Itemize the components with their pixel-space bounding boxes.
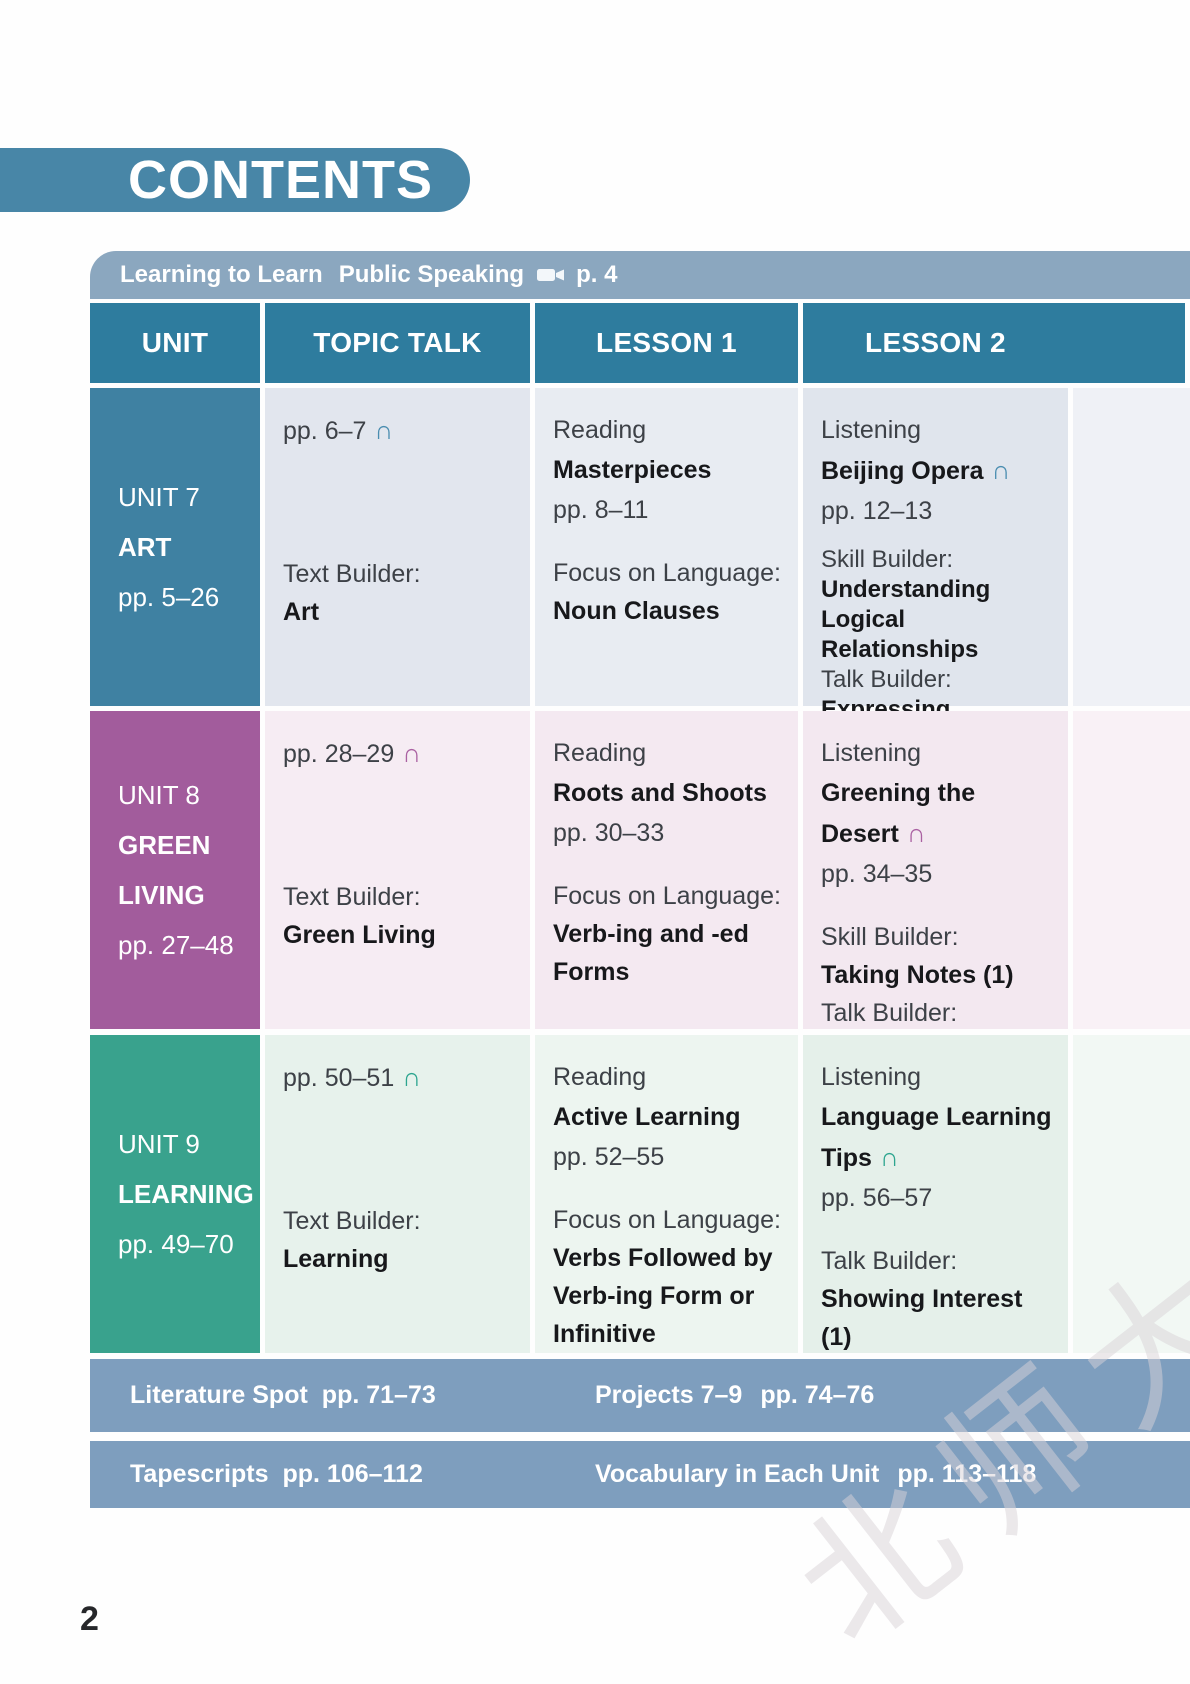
tapescripts-vocabulary-bar: Tapescripts pp. 106–112 Vocabulary in Eac… [90, 1441, 1190, 1508]
topic-pages: pp. 28–29 ∩ [283, 738, 421, 768]
partial-column [1073, 711, 1190, 1029]
lesson-pages: pp. 52–55 [553, 1143, 665, 1171]
unit-8-cell: UNIT 8 GREEN LIVING pp. 27–48 [90, 711, 260, 1029]
lesson-title-line: Greening the Desert ∩ [821, 779, 976, 848]
topic-pages: pp. 6–7 ∩ [283, 415, 394, 445]
literature-projects-bar: Literature Spot pp. 71–73 Projects 7–9 pp.… [90, 1359, 1190, 1432]
unit-8-row: UNIT 8 GREEN LIVING pp. 27–48 pp. 28–29 ∩… [90, 711, 1190, 1065]
builder-label: Text Builder: [283, 883, 421, 911]
lesson-title-line: Beijing Opera ∩ [821, 455, 1011, 485]
projects: Projects 7–9 pp. 74–76 [595, 1381, 875, 1409]
builder-label: Talk Builder: [821, 1247, 958, 1275]
vocabulary: Vocabulary in Each Unit pp. 113–118 [595, 1460, 1037, 1488]
builder-title: Showing Interest (1) [821, 1285, 1023, 1351]
unit-title: GREEN LIVING [118, 830, 211, 910]
unit-8-lesson-1-cell: Reading Roots and Shoots pp. 30–33 Focus… [535, 711, 798, 1029]
unit-title: LEARNING [118, 1179, 254, 1209]
header-unit: UNIT [90, 303, 260, 383]
skill-label: Reading [553, 739, 647, 767]
unit-label: UNIT 7 [118, 482, 200, 512]
builder-label: Talk Builder: [821, 666, 952, 693]
lesson-title-line: Language Learning Tips ∩ [821, 1103, 1052, 1172]
unit-label: UNIT 8 [118, 780, 200, 810]
unit-label: UNIT 9 [118, 1129, 200, 1159]
headphones-icon: ∩ [402, 738, 421, 768]
focus-title: Noun Clauses [553, 597, 720, 625]
video-camera-icon [536, 265, 566, 285]
header-lesson-2: LESSON 2 [803, 303, 1185, 383]
builder-title: Art [283, 598, 320, 626]
intro-page-ref: p. 4 [576, 261, 618, 288]
builder-label: Text Builder: [283, 1207, 421, 1235]
partial-column [1073, 388, 1190, 706]
page-title: CONTENTS [128, 150, 433, 210]
table-header-row: UNIT TOPIC TALK LESSON 1 LESSON 2 [90, 303, 1190, 383]
lesson-pages: pp. 8–11 [553, 496, 649, 524]
unit-8-lesson-2-cell: Listening Greening the Desert ∩ pp. 34–35… [803, 711, 1068, 1065]
headphones-icon: ∩ [374, 415, 394, 445]
unit-pages: pp. 49–70 [118, 1229, 234, 1259]
headphones-icon: ∩ [906, 818, 926, 848]
learning-to-learn-bar: Learning to Learn Public Speaking p. 4 [90, 251, 1190, 299]
focus-title: Verb-ing and -ed Forms [553, 920, 749, 986]
unit-9-cell: UNIT 9 LEARNING pp. 49–70 [90, 1035, 260, 1353]
focus-label: Focus on Language: [553, 882, 781, 910]
unit-pages: pp. 5–26 [118, 582, 220, 612]
lesson-title: Masterpieces [553, 456, 712, 484]
builder-label: Skill Builder: [821, 546, 954, 573]
intro-label: Learning to Learn [120, 261, 323, 288]
header-topic-talk: TOPIC TALK [265, 303, 530, 383]
partial-column [1073, 1035, 1190, 1353]
unit-7-lesson-1-cell: Reading Masterpieces pp. 8–11 Focus on L… [535, 388, 798, 706]
builder-label: Talk Builder: [821, 999, 958, 1027]
unit-9-row: UNIT 9 LEARNING pp. 49–70 pp. 50–51 ∩ Tex… [90, 1035, 1190, 1353]
intro-topic: Public Speaking [338, 261, 525, 288]
builder-title: Learning [283, 1245, 389, 1273]
unit-7-cell: UNIT 7 ART pp. 5–26 [90, 388, 260, 706]
builder-label: Skill Builder: [821, 923, 959, 951]
skill-label: Listening [821, 739, 922, 767]
unit-title: ART [118, 532, 172, 562]
focus-label: Focus on Language: [553, 559, 781, 587]
unit-8-topic-talk-cell: pp. 28–29 ∩ Text Builder: Green Living [265, 711, 530, 1029]
unit-9-lesson-2-cell: Listening Language Learning Tips ∩ pp. 56… [803, 1035, 1068, 1353]
builder-title: Green Living [283, 921, 436, 949]
lesson-title: Active Learning [553, 1103, 741, 1131]
lesson-pages: pp. 56–57 [821, 1184, 933, 1212]
headphones-icon: ∩ [879, 1142, 899, 1172]
lesson-title: Roots and Shoots [553, 779, 767, 807]
unit-9-topic-talk-cell: pp. 50–51 ∩ Text Builder: Learning [265, 1035, 530, 1353]
page-number: 2 [80, 1600, 99, 1638]
builder-title: Taking Notes (1) [821, 961, 1014, 989]
headphones-icon: ∩ [991, 455, 1011, 485]
literature-spot: Literature Spot pp. 71–73 [130, 1381, 436, 1409]
topic-pages: pp. 50–51 ∩ [283, 1062, 421, 1092]
unit-pages: pp. 27–48 [118, 930, 234, 960]
unit-7-lesson-2-cell: Listening Beijing Opera ∩ pp. 12–13 Skill… [803, 388, 1068, 753]
builder-label: Text Builder: [283, 560, 421, 588]
skill-label: Listening [821, 1063, 922, 1091]
contents-banner: CONTENTS [0, 148, 470, 212]
unit-7-row: UNIT 7 ART pp. 5–26 pp. 6–7 ∩ Text Builde… [90, 388, 1190, 753]
header-lesson-1: LESSON 1 [535, 303, 798, 383]
headphones-icon: ∩ [402, 1062, 421, 1092]
skill-label: Listening [821, 416, 922, 444]
skill-label: Reading [553, 1063, 647, 1091]
focus-title: Verbs Followed by Verb-ing Form or Infin… [553, 1244, 773, 1348]
lesson-pages: pp. 30–33 [553, 819, 665, 847]
unit-7-topic-talk-cell: pp. 6–7 ∩ Text Builder: Art [265, 388, 530, 706]
builder-title: Understanding Logical Relationships [821, 576, 991, 663]
skill-label: Reading [553, 416, 647, 444]
focus-label: Focus on Language: [553, 1206, 781, 1234]
tapescripts: Tapescripts pp. 106–112 [130, 1460, 423, 1488]
header-lesson-2-label: LESSON 2 [865, 327, 1006, 358]
unit-9-lesson-1-cell: Reading Active Learning pp. 52–55 Focus … [535, 1035, 798, 1353]
lesson-pages: pp. 34–35 [821, 860, 933, 888]
lesson-pages: pp. 12–13 [821, 497, 933, 525]
